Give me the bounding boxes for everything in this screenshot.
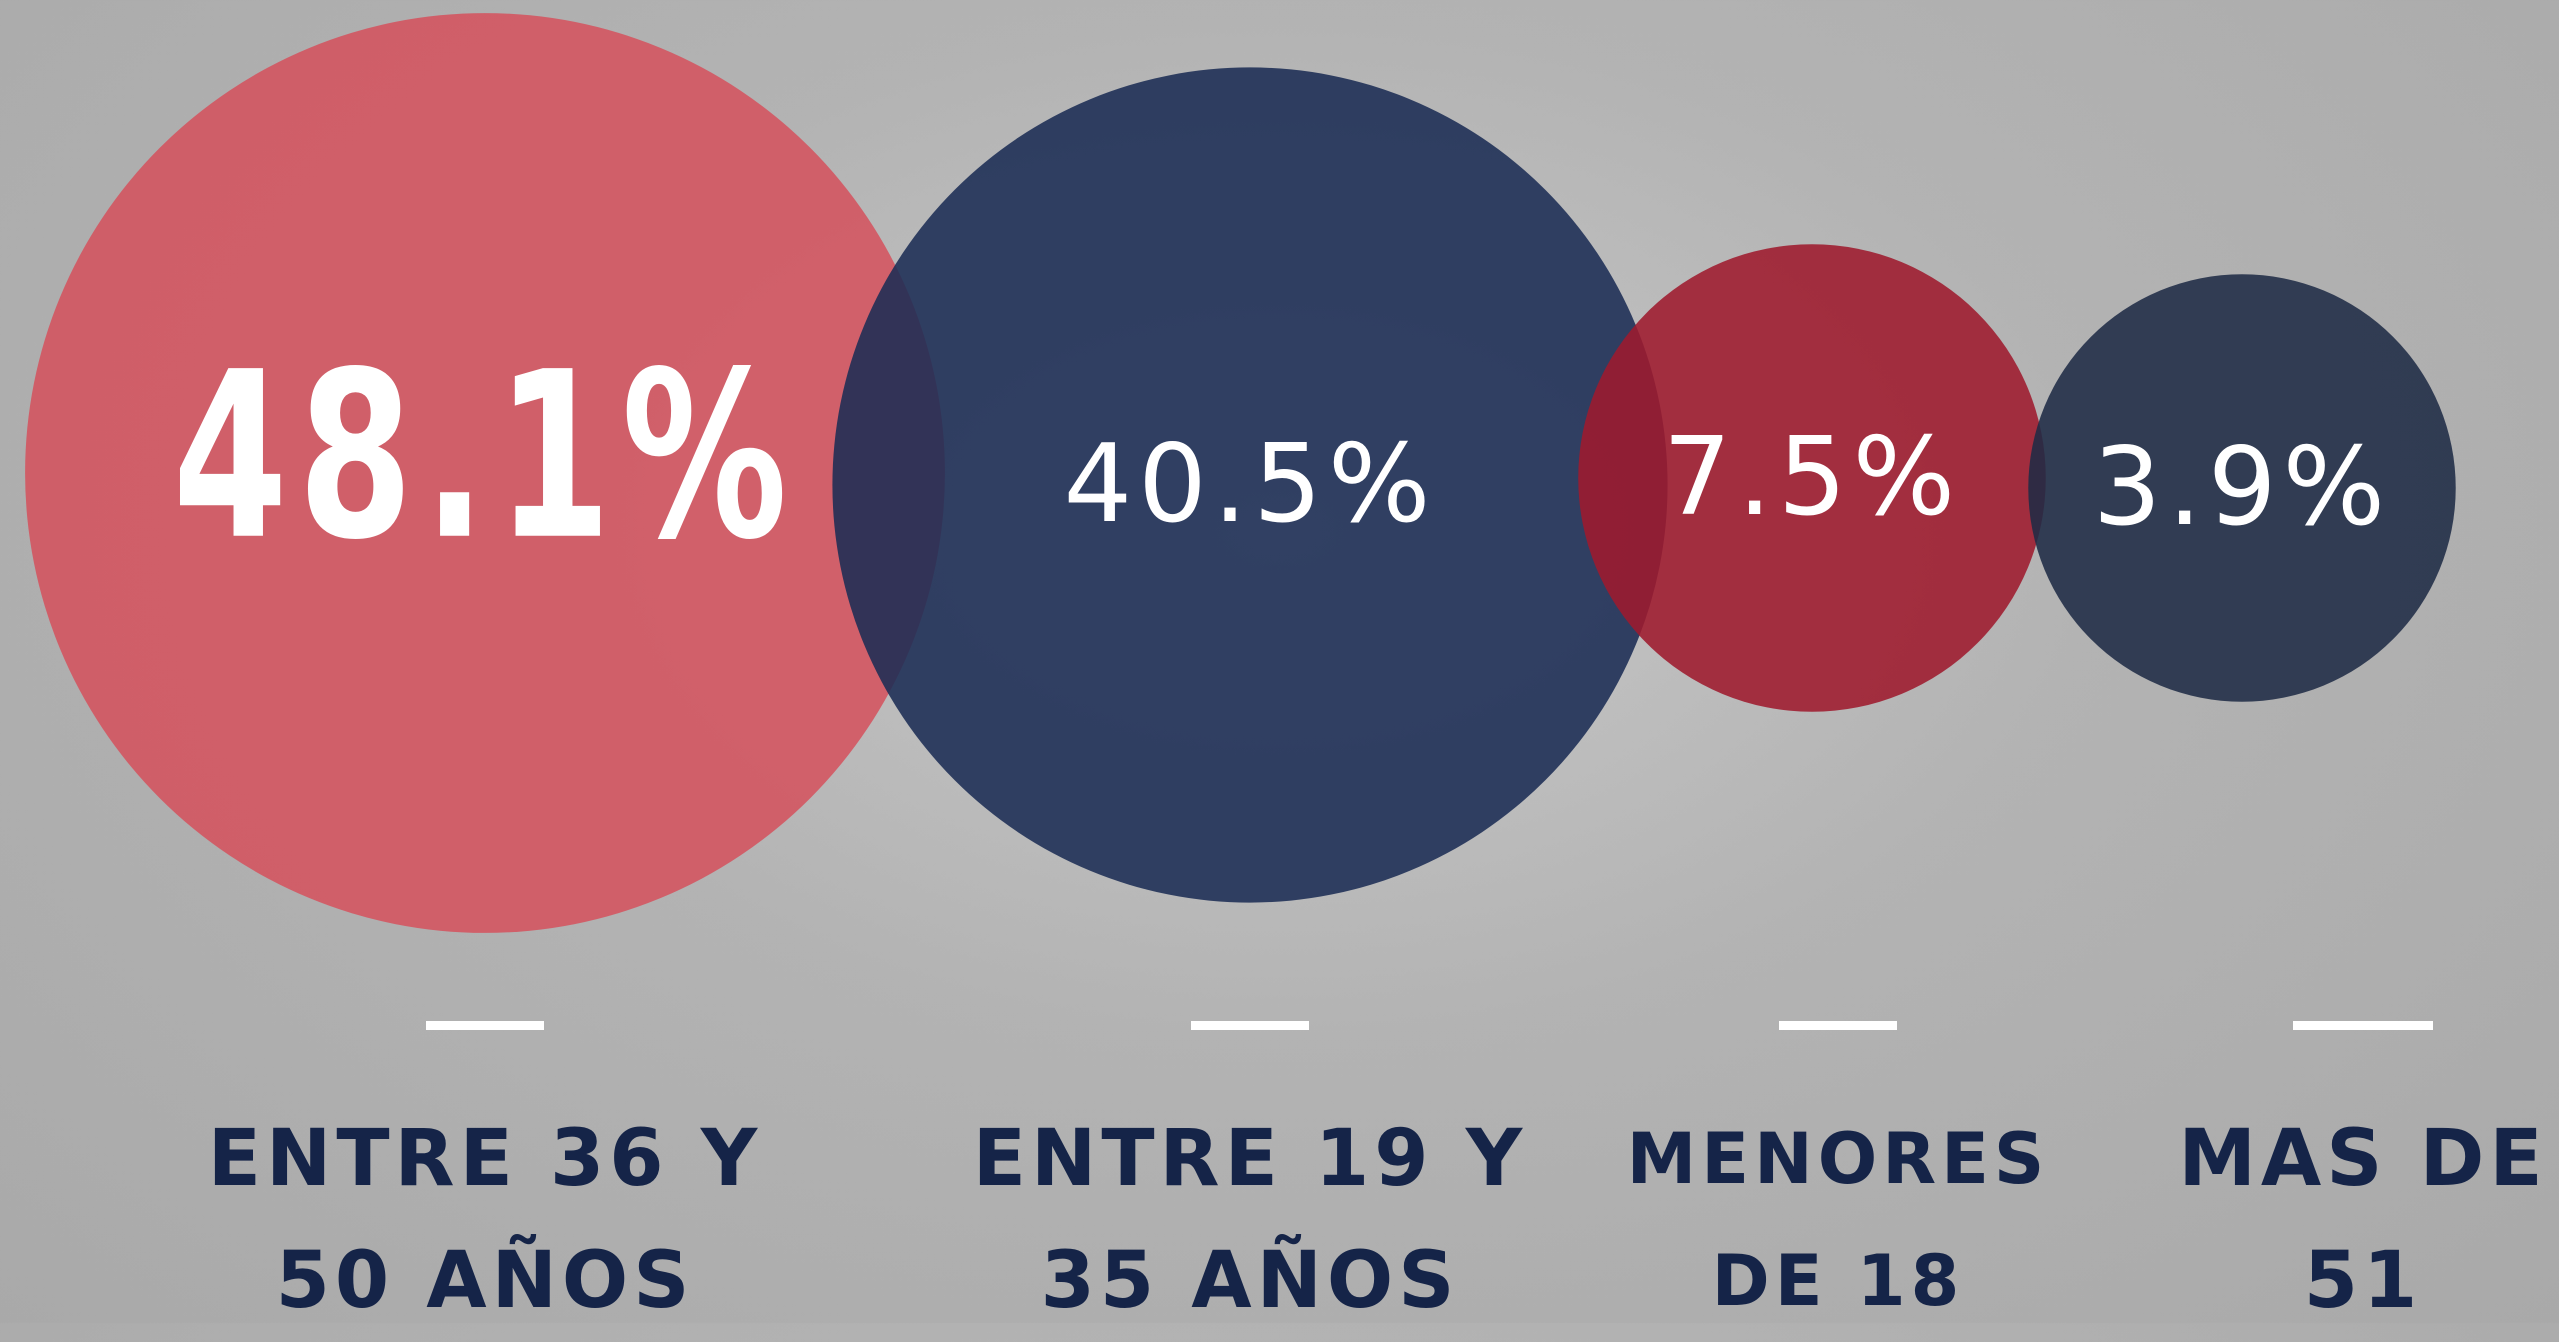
- dash: [426, 1021, 544, 1030]
- category-label: MENORES DE 18: [1626, 1118, 2050, 1322]
- value-label: 48.1%: [173, 323, 798, 590]
- bubble: [832, 67, 1668, 903]
- dash: [1779, 1021, 1897, 1030]
- dash: [2293, 1021, 2433, 1030]
- value-label: 7.5%: [1663, 415, 1961, 540]
- category-label: ENTRE 19 Y 35 AÑOS: [972, 1114, 1528, 1326]
- value-label: 40.5%: [1063, 422, 1436, 547]
- category-label: ENTRE 36 Y 50 AÑOS: [207, 1114, 763, 1326]
- value-label: 3.9%: [2093, 425, 2391, 550]
- dash: [1191, 1021, 1309, 1030]
- bubble: [2028, 274, 2456, 702]
- category-label: MAS DE 51: [2178, 1114, 2548, 1326]
- bubble: [25, 13, 945, 933]
- bubble: [1578, 244, 2046, 712]
